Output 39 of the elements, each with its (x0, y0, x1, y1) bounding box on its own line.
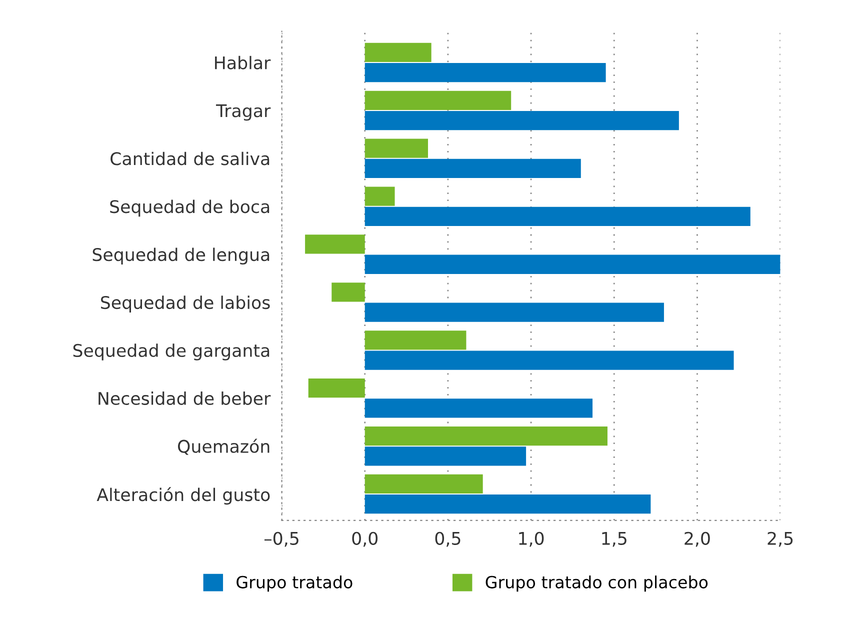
bar (364, 426, 608, 446)
legend-label: Grupo tratado (236, 576, 352, 592)
y-tick-label: Sequedad de garganta (73, 344, 270, 360)
x-tick-label: –0,5 (264, 532, 298, 547)
bar (364, 158, 581, 178)
bar (364, 446, 526, 466)
y-tick-label: Alteración del gusto (96, 487, 270, 505)
x-tick-label: 2,5 (768, 532, 793, 547)
bar (364, 474, 483, 494)
bar (364, 302, 664, 322)
y-tick-label: Sequedad de boca (110, 200, 270, 217)
bar (364, 350, 734, 370)
x-tick-label: 1,5 (602, 532, 626, 547)
bar (364, 63, 606, 82)
bar (332, 282, 365, 302)
y-tick-label: Cantidad de saliva (110, 152, 270, 166)
legend-label: Grupo tratado con placebo (486, 576, 708, 592)
bar (364, 206, 750, 226)
bar (364, 494, 651, 514)
x-tick-label: 1,0 (519, 532, 544, 547)
bar (364, 90, 512, 110)
bar (364, 186, 395, 206)
bar (364, 138, 428, 158)
y-tick-label: Quemazón (178, 438, 270, 455)
bar (305, 234, 365, 254)
bar (364, 330, 466, 350)
bar (364, 42, 432, 62)
x-tick-label: 0,5 (435, 532, 460, 547)
x-tick-label: 2,0 (684, 532, 710, 547)
x-tick-label: 0,0 (352, 532, 378, 547)
y-tick-label: Necesidad de beber (98, 392, 271, 405)
y-tick-label: Sequedad de lengua (92, 248, 270, 265)
y-tick-label: Tragar (216, 104, 271, 121)
y-tick-label: Hablar (215, 56, 271, 70)
y-tick-label: Sequedad de labios (101, 296, 270, 312)
bar (364, 110, 679, 130)
bar (308, 378, 365, 398)
bar (364, 254, 780, 274)
bar (364, 398, 593, 418)
